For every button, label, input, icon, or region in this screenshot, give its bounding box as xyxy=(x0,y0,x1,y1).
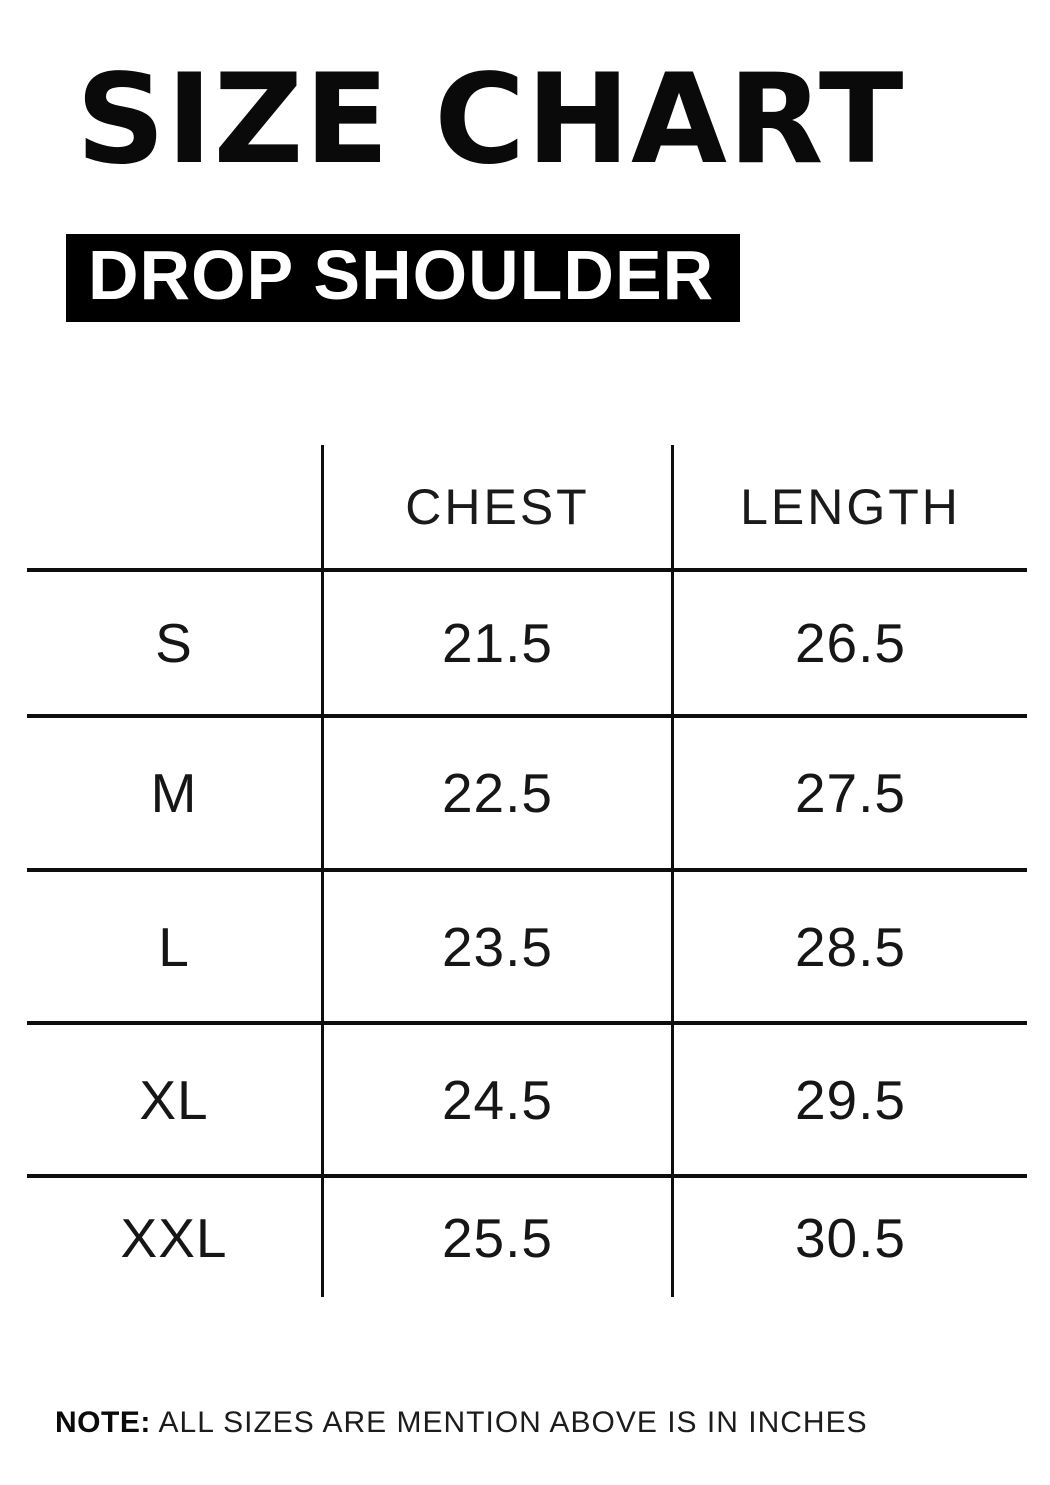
size-label-l: L xyxy=(27,872,321,1025)
units-note: NOTE: ALL SIZES ARE MENTION ABOVE IS IN … xyxy=(55,1406,868,1440)
corner-cell xyxy=(27,445,321,572)
size-label-xl: XL xyxy=(27,1025,321,1178)
units-note-label: NOTE: xyxy=(55,1406,151,1439)
column-header-chest: CHEST xyxy=(321,445,671,572)
size-table: CHEST LENGTH S 21.5 26.5 M 22.5 27.5 L 2… xyxy=(27,445,1027,1297)
length-value-m: 27.5 xyxy=(671,718,1027,872)
size-label-m: M xyxy=(27,718,321,872)
length-value-s: 26.5 xyxy=(671,572,1027,718)
chest-value-xl: 24.5 xyxy=(321,1025,671,1178)
chest-value-l: 23.5 xyxy=(321,872,671,1025)
size-label-s: S xyxy=(27,572,321,718)
page-title: SIZE CHART xyxy=(76,48,905,192)
chest-value-xxl: 25.5 xyxy=(321,1178,671,1297)
chest-value-m: 22.5 xyxy=(321,718,671,872)
length-value-xxl: 30.5 xyxy=(671,1178,1027,1297)
units-note-text: ALL SIZES ARE MENTION ABOVE IS IN INCHES xyxy=(158,1406,868,1439)
length-value-xl: 29.5 xyxy=(671,1025,1027,1178)
length-value-l: 28.5 xyxy=(671,872,1027,1025)
column-header-length: LENGTH xyxy=(671,445,1027,572)
chest-value-s: 21.5 xyxy=(321,572,671,718)
style-badge: DROP SHOULDER xyxy=(66,234,741,322)
size-label-xxl: XXL xyxy=(120,1206,228,1269)
